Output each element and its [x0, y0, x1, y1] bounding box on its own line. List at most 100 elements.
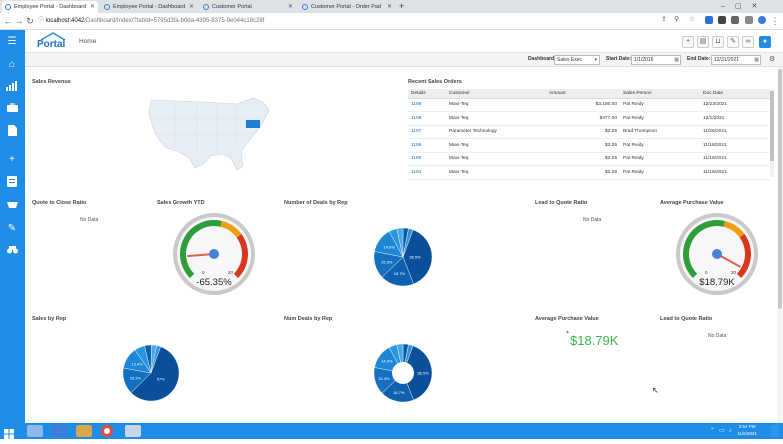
back-icon[interactable]: ← [3, 16, 13, 26]
bar-chart-icon[interactable] [5, 81, 19, 95]
add-icon[interactable]: + [9, 154, 15, 165]
edit-icon[interactable]: ✎ [7, 223, 17, 234]
scrollbar-thumb[interactable] [770, 91, 774, 161]
browser-tab-2[interactable]: Customer Portal ✕ [200, 1, 296, 13]
pie-slice-label: 15.3% [130, 376, 142, 380]
app-window-icon[interactable] [125, 425, 141, 437]
num-deals-by-rep-donut[interactable]: 38.5% 18.7% 15.3% 14.0% [373, 343, 433, 403]
profile-avatar-icon[interactable] [758, 16, 766, 24]
column-header[interactable]: Amount [546, 89, 620, 99]
extension-icon[interactable] [705, 16, 713, 24]
doc-date-cell: 11/18/2021 [700, 138, 770, 153]
browser-tab-0[interactable]: Employee Portal - Dashboard ✕ [2, 1, 98, 13]
column-header[interactable]: Details [408, 89, 446, 99]
reload-icon[interactable]: ↻ [26, 16, 34, 26]
lead-to-quote-no-data: No Data [583, 217, 602, 223]
pie-slice[interactable] [402, 345, 433, 401]
app-taskbar-icon[interactable] [51, 425, 67, 437]
order-id-link[interactable]: 1194 [408, 165, 446, 180]
browser-menu-icon[interactable]: ⋮ [770, 16, 780, 26]
document-icon[interactable] [5, 125, 19, 139]
settings-gear-icon[interactable]: ⚙ [769, 56, 776, 63]
url-field[interactable]: ⓘ localhost:4042/Dashboard/Index/?tabId=… [38, 15, 638, 27]
order-id-link[interactable]: 1198 [408, 111, 446, 126]
taskbar-clock[interactable]: 3:54 PM 11/6/2021 [737, 424, 757, 437]
order-id-link[interactable]: 1196 [408, 138, 446, 153]
extensions-puzzle-icon[interactable] [731, 16, 739, 24]
dashboard-select[interactable]: Sales Exec ▾ [554, 55, 600, 65]
new-tab-button[interactable]: + [399, 1, 405, 11]
extension-icon[interactable] [718, 16, 726, 24]
pie-slice-label: 38.5% [409, 254, 421, 259]
gauge-value: $18.79K [699, 277, 735, 288]
calendar-icon[interactable]: ▦ [754, 57, 759, 63]
add-button[interactable]: + [682, 36, 694, 48]
edit-button[interactable]: ✎ [727, 36, 739, 48]
end-date-input[interactable]: 12/31/2021 ▦ [711, 55, 761, 65]
avg-purchase-gauge[interactable]: 0 20 $18.79K [675, 212, 759, 296]
binoculars-icon[interactable] [5, 245, 19, 259]
notification-icon[interactable] [771, 425, 779, 437]
pie-slice[interactable] [402, 228, 414, 258]
page-scrollbar[interactable] [777, 67, 783, 423]
binoculars-button[interactable]: ∞ [742, 36, 754, 48]
customer-cell: Maxi-Teq [446, 165, 546, 180]
briefcase-icon[interactable] [5, 102, 19, 117]
sales-by-rep-pie[interactable]: 57% 15.3% 12.4% [122, 344, 180, 402]
pie-slice[interactable] [150, 345, 161, 374]
forward-icon[interactable]: → [14, 16, 24, 26]
close-tab-icon[interactable]: ✕ [287, 4, 293, 10]
portal-logo[interactable]: Portal [37, 32, 71, 51]
pie-slice[interactable] [130, 346, 180, 402]
column-header[interactable]: Sales Person [620, 89, 700, 99]
browser-tab-1[interactable]: Employee Portal - Dashboard ✕ [101, 1, 197, 13]
pennsylvania-highlight[interactable] [246, 120, 260, 128]
breadcrumb-home[interactable]: Home [79, 38, 97, 45]
portal-favicon-icon [302, 4, 308, 10]
column-header[interactable]: Customer [446, 89, 546, 99]
file-manager-icon[interactable] [27, 425, 43, 437]
close-tab-icon[interactable]: ✕ [89, 4, 95, 10]
lock-icon: ⓘ [38, 18, 46, 24]
table-row[interactable]: 1198 Maxi-Teq $3,180.00 Pat Reidy 12/23/2021 [408, 98, 770, 112]
sales-growth-gauge[interactable]: 0 20 -65.35% [172, 212, 256, 296]
column-header[interactable]: Doc Date [700, 89, 770, 99]
num-deals-by-rep-title: Num Deals by Rep [284, 316, 333, 322]
close-tab-icon[interactable]: ✕ [386, 4, 392, 10]
windows-start-icon[interactable] [4, 426, 14, 444]
share-icon[interactable]: ⇪ [661, 16, 667, 23]
table-row[interactable]: 1195 Maxi-Teq $2.25 Pat Reidy 11/18/2021 [408, 152, 770, 166]
basket-button[interactable]: ⊔ [712, 36, 724, 48]
basket-icon[interactable] [5, 199, 19, 213]
order-id-link[interactable]: 1197 [408, 125, 446, 139]
home-icon[interactable]: ⌂ [8, 59, 16, 70]
order-id-link[interactable]: 1195 [408, 152, 446, 166]
zoom-icon[interactable]: ⚲ [674, 16, 680, 23]
explorer-folder-icon[interactable] [76, 425, 92, 437]
order-id-link[interactable]: 1198 [408, 98, 446, 112]
us-sales-map[interactable] [145, 96, 275, 176]
document-button[interactable]: ▤ [697, 36, 709, 48]
system-tray-icons[interactable]: ⌃▭♪ [710, 428, 736, 434]
list-icon[interactable] [5, 176, 19, 190]
start-date-input[interactable]: 1/1/2016 ▦ [631, 55, 681, 65]
close-tab-icon[interactable]: ✕ [188, 4, 194, 10]
table-row[interactable]: 1196 Maxi-Teq $2.25 Pat Reidy 11/18/2021 [408, 138, 770, 153]
pie-slice[interactable] [402, 229, 433, 285]
deals-by-rep-pie[interactable]: 38.5% 18.7% 15.3% 14.0% [373, 227, 433, 287]
browser-tab-3[interactable]: Customer Portal - Order Pad ✕ [299, 1, 395, 13]
orders-scrollbar[interactable] [770, 89, 774, 177]
sidebar-panel-icon[interactable] [745, 16, 753, 24]
table-row[interactable]: 1194 Maxi-Teq $2.25 Pat Reidy 11/18/2021 [408, 165, 770, 180]
scrollbar-thumb[interactable] [778, 69, 782, 309]
user-account-button[interactable]: ● [759, 36, 771, 48]
window-controls[interactable]: –▢✕ [721, 3, 768, 10]
table-row[interactable]: 1198 Maxi-Teq $477.00 Pat Reidy 12/1/2021 [408, 111, 770, 126]
doc-date-cell: 11/18/2021 [700, 152, 770, 166]
bookmark-star-icon[interactable]: ☆ [689, 16, 696, 23]
table-row[interactable]: 1197 Parameter Technology $2.25 Brad Thomps… [408, 125, 770, 139]
pie-slice-label: 15.3% [381, 259, 393, 264]
menu-hamburger-icon[interactable]: ☰ [7, 36, 17, 47]
calendar-icon[interactable]: ▦ [674, 57, 679, 63]
chrome-icon[interactable] [101, 425, 113, 437]
